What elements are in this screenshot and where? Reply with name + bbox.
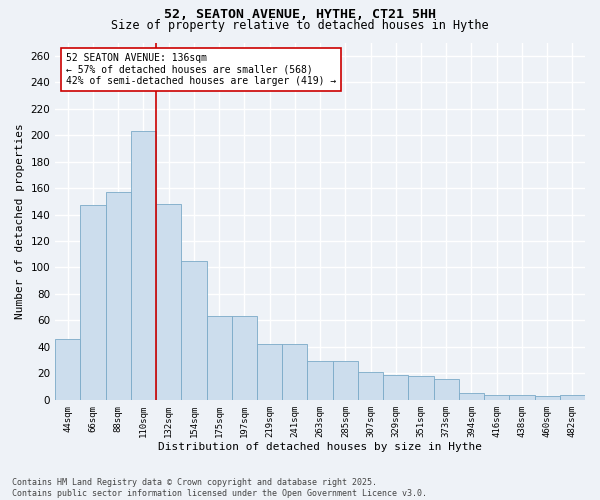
Bar [80, 206, 106, 400]
Bar [131, 131, 156, 400]
Text: 52 SEATON AVENUE: 136sqm
← 57% of detached houses are smaller (568)
42% of semi-: 52 SEATON AVENUE: 136sqm ← 57% of detach… [66, 53, 336, 86]
Bar [55, 339, 80, 400]
Text: 52, SEATON AVENUE, HYTHE, CT21 5HH: 52, SEATON AVENUE, HYTHE, CT21 5HH [164, 8, 436, 20]
Bar [383, 374, 409, 400]
Bar [332, 362, 358, 400]
Text: Size of property relative to detached houses in Hythe: Size of property relative to detached ho… [111, 18, 489, 32]
Bar [282, 344, 307, 400]
Text: Contains HM Land Registry data © Crown copyright and database right 2025.
Contai: Contains HM Land Registry data © Crown c… [12, 478, 427, 498]
Bar [307, 362, 332, 400]
Bar [409, 376, 434, 400]
Bar [560, 394, 585, 400]
Bar [156, 204, 181, 400]
Bar [459, 393, 484, 400]
Bar [509, 394, 535, 400]
Y-axis label: Number of detached properties: Number of detached properties [15, 124, 25, 319]
Bar [535, 396, 560, 400]
Bar [257, 344, 282, 400]
Bar [206, 316, 232, 400]
Bar [434, 378, 459, 400]
Bar [358, 372, 383, 400]
Bar [484, 394, 509, 400]
Bar [106, 192, 131, 400]
X-axis label: Distribution of detached houses by size in Hythe: Distribution of detached houses by size … [158, 442, 482, 452]
Bar [181, 261, 206, 400]
Bar [232, 316, 257, 400]
